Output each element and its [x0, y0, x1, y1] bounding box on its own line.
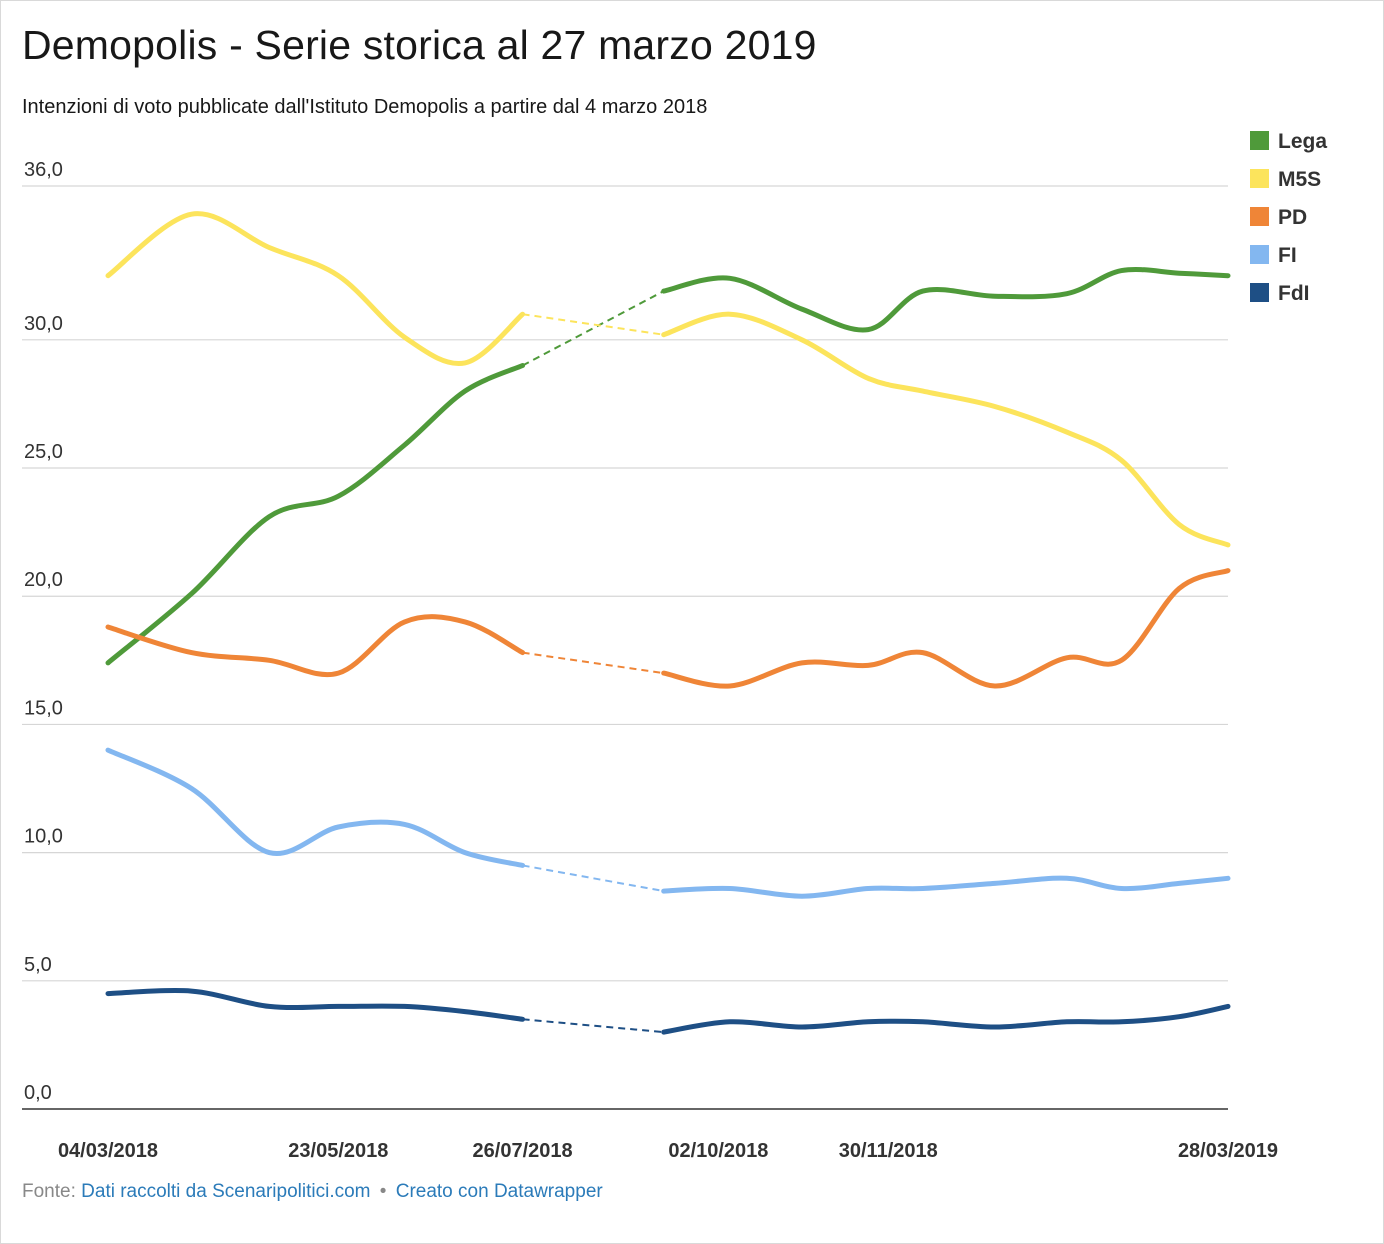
legend-label: PD: [1278, 206, 1307, 229]
series-line-m5s: [661, 311, 1231, 548]
x-tick-label: 28/03/2019: [1178, 1140, 1278, 1162]
source-link[interactable]: Dati raccolti da Scenaripolitici.com: [81, 1181, 371, 1202]
legend-swatch: [1250, 283, 1269, 302]
series-line-fi: [105, 747, 526, 868]
legend-swatch: [1250, 131, 1269, 150]
chart-title: Demopolis - Serie storica al 27 marzo 20…: [22, 22, 817, 68]
x-tick-label: 23/05/2018: [288, 1140, 388, 1162]
chart-footer: Fonte: Dati raccolti da Scenaripolitici.…: [22, 1181, 603, 1203]
footer-separator: •: [379, 1181, 387, 1202]
series-line-lega: [661, 266, 1231, 333]
datawrapper-link[interactable]: Creato con Datawrapper: [395, 1181, 603, 1202]
y-tick-label: 25,0: [24, 441, 63, 463]
y-tick-label: 0,0: [24, 1082, 52, 1104]
x-tick-label: 04/03/2018: [58, 1140, 158, 1162]
series-line-fdi: [661, 1003, 1231, 1035]
y-tick-label: 20,0: [24, 569, 63, 591]
legend-swatch: [1250, 245, 1269, 264]
chart-subtitle: Intenzioni di voto pubblicate dall'Istit…: [22, 96, 708, 118]
series-gap-fdi: [522, 1018, 664, 1034]
y-tick-label: 15,0: [24, 697, 63, 719]
y-tick-label: 30,0: [24, 313, 63, 335]
legend-swatch: [1250, 207, 1269, 226]
series-gap-pd: [522, 651, 664, 675]
series-line-pd: [105, 614, 526, 677]
series-line-pd: [661, 568, 1231, 689]
y-tick-label: 10,0: [24, 826, 63, 848]
y-tick-label: 36,0: [24, 159, 63, 181]
series-line-lega: [105, 363, 526, 666]
source-prefix: Fonte:: [22, 1181, 76, 1202]
x-tick-label: 30/11/2018: [839, 1140, 938, 1162]
series-line-fdi: [105, 987, 526, 1022]
series-gap-fi: [522, 864, 664, 893]
x-tick-label: 02/10/2018: [668, 1140, 768, 1162]
series-line-fi: [661, 875, 1231, 899]
series-gap-lega: [522, 290, 665, 367]
series-gap-m5s: [522, 313, 664, 336]
y-tick-label: 5,0: [24, 954, 52, 976]
series-line-m5s: [105, 211, 526, 367]
legend-label: Lega: [1278, 130, 1327, 153]
legend-label: M5S: [1278, 168, 1321, 191]
legend-label: FdI: [1278, 282, 1310, 305]
x-tick-label: 26/07/2018: [473, 1140, 573, 1162]
legend-swatch: [1250, 169, 1269, 188]
legend-label: FI: [1278, 244, 1297, 267]
